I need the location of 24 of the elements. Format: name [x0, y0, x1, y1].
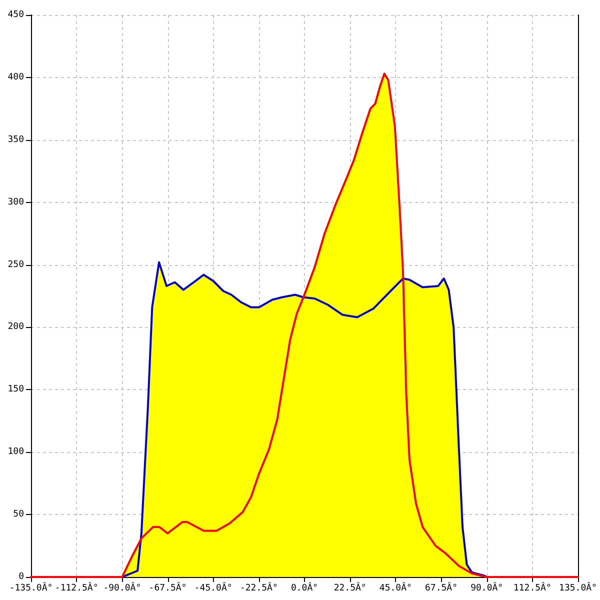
x-tick-label: 67.5Â° — [424, 582, 458, 594]
x-tick-label: 135.0Â° — [559, 582, 597, 594]
y-tick-label: 300 — [8, 197, 24, 208]
x-tick-label: -112.5Â° — [54, 582, 98, 594]
y-tick-label: 50 — [13, 510, 24, 520]
x-tick-label: -45.0Â° — [194, 582, 232, 594]
y-tick-label: 100 — [8, 447, 24, 458]
x-tick-label: 0.0Â° — [290, 582, 318, 594]
y-tick-label: 250 — [8, 260, 24, 270]
x-tick-label: -22.5Â° — [240, 582, 278, 594]
y-tick-label: 350 — [8, 134, 24, 145]
x-tick-label: 22.5Â° — [334, 582, 366, 594]
x-tick-label: -135.0Â° — [9, 582, 53, 594]
x-tick-label: 112.5Â° — [513, 582, 552, 594]
y-tick-label: 150 — [8, 384, 24, 395]
line-series — [121, 261, 488, 578]
x-tick-label: -90.0Â° — [103, 582, 142, 594]
x-tick-label: -67.5Â° — [148, 582, 187, 594]
y-tick-label: 200 — [8, 322, 24, 332]
y-tick-label: 450 — [8, 10, 24, 20]
x-tick-label: 45.0Â° — [379, 582, 412, 594]
y-tick-label: 400 — [8, 72, 24, 82]
y-tick-label: 0 — [18, 572, 24, 582]
x-tick-label: 90.0Â° — [470, 582, 504, 594]
